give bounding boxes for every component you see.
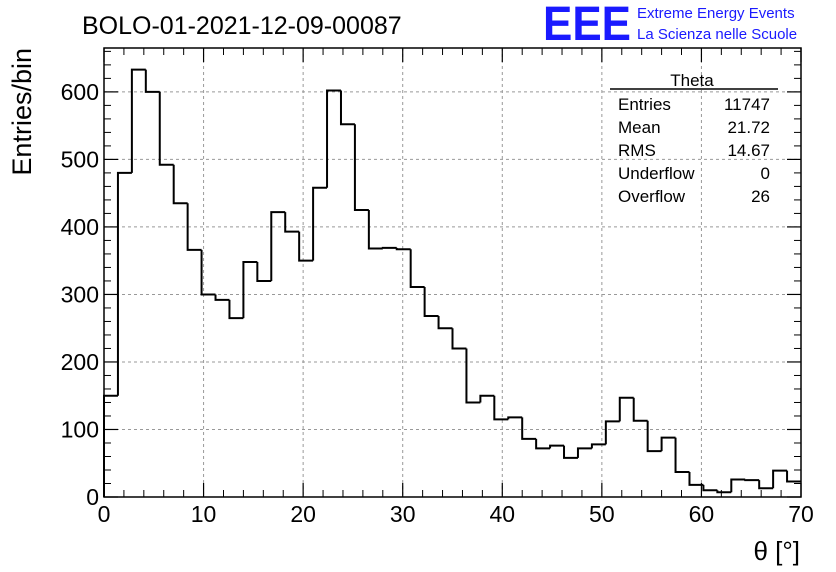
histogram-bin bbox=[646, 420, 662, 453]
histogram-bin bbox=[744, 479, 760, 482]
x-tick-label: 50 bbox=[589, 501, 615, 527]
histogram-bin bbox=[409, 249, 425, 289]
histogram-bin bbox=[353, 124, 369, 212]
stats-label: Entries bbox=[618, 95, 671, 114]
y-axis-label: Entries/bin bbox=[7, 48, 37, 176]
y-tick-label: 600 bbox=[61, 79, 99, 105]
histogram-bin bbox=[158, 91, 174, 166]
histogram-bin bbox=[186, 203, 202, 251]
eee-logo: EEE bbox=[543, 0, 631, 51]
histogram-bin bbox=[590, 443, 606, 449]
histogram-bin bbox=[688, 472, 704, 486]
histogram-bin bbox=[437, 316, 453, 330]
histogram-bin bbox=[451, 328, 467, 350]
histogram-bin bbox=[312, 186, 328, 261]
histogram-bin bbox=[200, 249, 216, 296]
x-tick-label: 20 bbox=[290, 501, 316, 527]
x-tick-label: 30 bbox=[390, 501, 416, 527]
histogram-bin bbox=[423, 287, 439, 318]
x-tick-label: 40 bbox=[489, 501, 515, 527]
histogram-bin bbox=[214, 294, 230, 301]
histogram-bin bbox=[549, 444, 565, 449]
histogram-bin bbox=[772, 469, 788, 489]
plot-frame bbox=[103, 47, 802, 498]
histogram-bin bbox=[103, 394, 118, 497]
histogram-bin bbox=[367, 210, 383, 250]
histogram-bin bbox=[381, 246, 397, 249]
histogram-bin bbox=[702, 484, 718, 492]
histogram-bin bbox=[172, 164, 188, 205]
histogram-bin bbox=[130, 68, 146, 173]
histogram-bin bbox=[144, 69, 160, 93]
histogram-bin bbox=[632, 397, 648, 422]
histogram-bin bbox=[493, 395, 509, 421]
stats-value: 11747 bbox=[724, 95, 770, 114]
stats-label: Overflow bbox=[618, 187, 686, 206]
stats-label: Underflow bbox=[618, 164, 695, 183]
histogram-bin bbox=[270, 211, 286, 281]
histogram-bin bbox=[563, 445, 578, 459]
stats-value: 21.72 bbox=[727, 118, 770, 137]
x-tick-label: 70 bbox=[788, 501, 814, 527]
x-tick-label: 10 bbox=[191, 501, 217, 527]
histogram-bin bbox=[535, 438, 551, 450]
histogram-bin bbox=[326, 89, 341, 188]
histogram-bin bbox=[298, 231, 314, 262]
y-tick-label: 400 bbox=[61, 214, 99, 240]
histogram-bin bbox=[116, 171, 132, 396]
y-tick-label: 200 bbox=[61, 349, 99, 375]
y-tick-label: 300 bbox=[61, 281, 99, 307]
histogram-bin bbox=[576, 447, 592, 458]
x-tick-label: 60 bbox=[689, 501, 715, 527]
histogram-bin bbox=[660, 436, 676, 452]
histogram-bin bbox=[284, 212, 300, 233]
histogram-bin bbox=[242, 261, 258, 319]
stats-label: Mean bbox=[618, 118, 661, 137]
x-tick-label: 0 bbox=[98, 501, 111, 527]
histogram-bin bbox=[674, 437, 690, 474]
histogram-bin bbox=[465, 348, 481, 404]
histogram-bins bbox=[103, 68, 801, 497]
stats-value: 0 bbox=[761, 164, 770, 183]
histogram-bin bbox=[604, 420, 620, 445]
histogram-bin bbox=[256, 262, 272, 282]
logo-line-2: La Scienza nelle Scuole bbox=[637, 26, 797, 43]
histogram-bin bbox=[521, 417, 537, 440]
histogram-bin bbox=[479, 394, 495, 403]
y-tick-label: 500 bbox=[61, 146, 99, 172]
histogram-bin bbox=[507, 416, 523, 420]
y-tick-label: 0 bbox=[86, 484, 99, 510]
histogram-bin bbox=[758, 480, 774, 490]
stats-value: 14.67 bbox=[727, 141, 770, 160]
histogram-bin bbox=[228, 299, 244, 320]
x-axis-label: θ [°] bbox=[753, 536, 800, 566]
histogram-bin bbox=[716, 490, 732, 494]
logo-line-1: Extreme Energy Events bbox=[637, 5, 795, 22]
histogram-bin bbox=[730, 478, 746, 493]
stats-name: Theta bbox=[670, 71, 714, 90]
stats-box: Theta Entries 11747 Mean 21.72 RMS 14.67 Under… bbox=[610, 71, 778, 206]
grid-lines bbox=[104, 48, 801, 497]
histogram-bin bbox=[339, 90, 355, 126]
chart-title: BOLO-01-2021-12-09-00087 bbox=[82, 12, 402, 40]
histogram-bin bbox=[395, 247, 411, 251]
y-tick-label: 100 bbox=[61, 416, 99, 442]
histogram-bin bbox=[786, 470, 801, 483]
axes: 0 10 20 30 40 50 60 70 0 100 200 300 400 500 600 bbox=[61, 47, 814, 527]
stats-label: RMS bbox=[618, 141, 656, 160]
histogram-bin bbox=[618, 396, 634, 422]
stats-value: 26 bbox=[751, 187, 770, 206]
